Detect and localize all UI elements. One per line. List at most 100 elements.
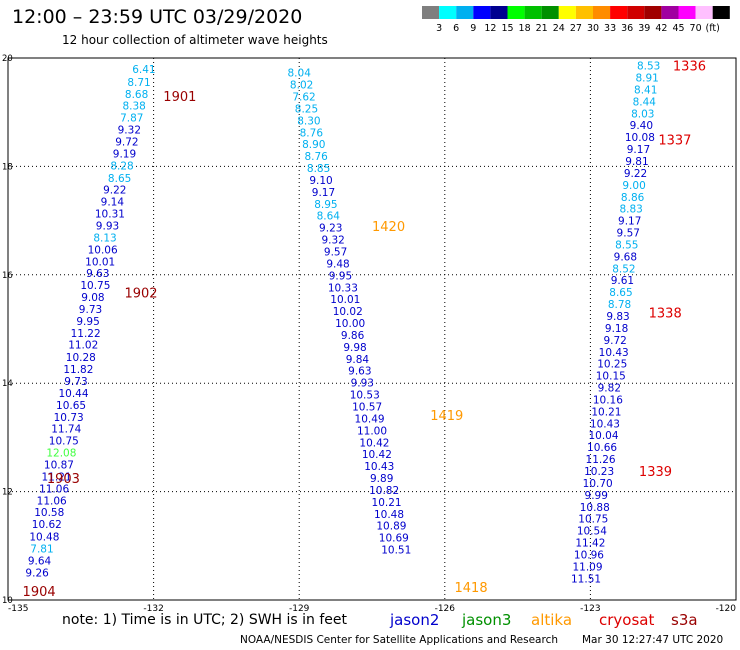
x-tick-label: -120 bbox=[716, 604, 737, 614]
legend-item-altika: altika bbox=[531, 611, 573, 629]
pass-time-label: 1336 bbox=[673, 60, 706, 75]
pass-time-label: 1337 bbox=[658, 133, 691, 148]
wave-height-value: 10.43 bbox=[364, 461, 394, 473]
legend-item-cryosat: cryosat bbox=[599, 611, 655, 629]
wave-height-value: 11.74 bbox=[51, 424, 81, 436]
wave-height-value: 9.32 bbox=[321, 235, 344, 247]
wave-height-value: 10.44 bbox=[58, 388, 88, 400]
wave-height-value: 9.83 bbox=[606, 311, 629, 323]
wave-height-value: 11.22 bbox=[71, 328, 101, 340]
y-tick-label: 20 bbox=[2, 54, 13, 64]
wave-height-value: 8.86 bbox=[621, 192, 645, 204]
wave-height-value: 11.51 bbox=[571, 573, 601, 585]
wave-height-value: 8.65 bbox=[609, 287, 632, 299]
wave-height-value: 10.75 bbox=[49, 436, 79, 448]
wave-height-value: 10.23 bbox=[584, 466, 614, 478]
colorbar-tick-label: 3 bbox=[436, 23, 442, 34]
wave-height-value: 10.96 bbox=[574, 549, 604, 561]
y-tick-label: 10 bbox=[2, 596, 13, 606]
colorbar-swatch bbox=[524, 6, 542, 19]
wave-height-value: 8.02 bbox=[290, 80, 313, 92]
wave-height-value: 9.64 bbox=[28, 555, 52, 567]
wave-height-value: 9.63 bbox=[348, 366, 371, 378]
legend-item-s3a: s3a bbox=[671, 611, 698, 629]
colorbar-tick-label: 21 bbox=[536, 23, 548, 34]
wave-height-value: 9.84 bbox=[346, 354, 370, 366]
wave-height-value: 11.82 bbox=[63, 364, 93, 376]
wave-height-value: 8.83 bbox=[619, 204, 642, 216]
colorbar-tick-label: 24 bbox=[553, 23, 565, 34]
page-title: 12:00 – 23:59 UTC 03/29/2020 bbox=[12, 6, 303, 28]
wave-height-value: 10.08 bbox=[625, 132, 655, 144]
wave-height-value: 8.04 bbox=[288, 68, 312, 80]
wave-height-value: 11.06 bbox=[39, 483, 69, 495]
wave-height-value: 9.00 bbox=[622, 180, 645, 192]
pass-time-label: 1420 bbox=[372, 220, 405, 235]
wave-height-value: 9.95 bbox=[329, 270, 352, 282]
colorbar-tick-label: (ft) bbox=[706, 23, 720, 34]
wave-height-value: 11.09 bbox=[572, 561, 602, 573]
wave-height-value: 8.78 bbox=[608, 299, 631, 311]
wave-height-value: 8.13 bbox=[93, 232, 116, 244]
colorbar: 3 6 9 12 15 18 21 24 27 30 33 36 39 42 45 70 (ft) bbox=[422, 6, 730, 34]
wave-height-value: 8.68 bbox=[125, 89, 148, 101]
wave-height-value: 9.81 bbox=[625, 156, 648, 168]
wave-height-value: 11.42 bbox=[575, 538, 605, 550]
colorbar-swatch bbox=[575, 6, 593, 19]
wave-height-value: 10.51 bbox=[381, 545, 411, 557]
wave-height-value: 10.88 bbox=[580, 502, 610, 514]
colorbar-tick-label: 30 bbox=[587, 23, 599, 34]
colorbar-swatch bbox=[593, 6, 611, 19]
colorbar-tick-label: 27 bbox=[570, 23, 582, 34]
colorbar-tick-label: 39 bbox=[638, 23, 650, 34]
wave-height-value: 9.72 bbox=[115, 136, 138, 148]
wave-height-value: 11.00 bbox=[357, 425, 387, 437]
wave-height-value: 9.57 bbox=[617, 228, 640, 240]
wave-height-value: 10.33 bbox=[328, 282, 358, 294]
wave-height-value: 10.01 bbox=[330, 294, 360, 306]
wave-height-value: 11.26 bbox=[586, 454, 616, 466]
wave-height-value: 10.21 bbox=[372, 497, 402, 509]
wave-height-value: 8.03 bbox=[631, 108, 654, 120]
x-tick-label: -132 bbox=[143, 604, 163, 614]
wave-height-value: 6.41 bbox=[132, 64, 155, 76]
wave-height-value: 8.55 bbox=[615, 239, 638, 251]
wave-height-value: 8.38 bbox=[122, 101, 145, 113]
wave-height-value: 9.99 bbox=[585, 490, 608, 502]
wave-height-value: 10.04 bbox=[588, 430, 618, 442]
wave-height-value: 11.02 bbox=[68, 340, 98, 352]
wave-height-value: 8.64 bbox=[317, 211, 341, 223]
wave-height-value: 8.90 bbox=[302, 139, 325, 151]
wave-height-value: 8.44 bbox=[633, 96, 657, 108]
wave-height-value: 9.08 bbox=[81, 292, 104, 304]
wave-height-value: 9.22 bbox=[624, 168, 647, 180]
wave-height-value: 10.06 bbox=[88, 244, 118, 256]
wave-height-value: 8.95 bbox=[314, 199, 337, 211]
wave-height-value: 9.48 bbox=[326, 258, 349, 270]
wave-height-value: 10.48 bbox=[29, 532, 59, 544]
pass-time-label: 1338 bbox=[649, 307, 682, 322]
y-tick-label: 16 bbox=[2, 271, 13, 281]
pass-time-label: 1904 bbox=[23, 585, 56, 600]
wave-height-value: 9.22 bbox=[103, 185, 126, 197]
wave-height-value: 9.17 bbox=[627, 144, 650, 156]
wave-height-value: 9.72 bbox=[603, 335, 626, 347]
wave-height-value: 9.40 bbox=[630, 120, 653, 132]
wave-height-value: 10.62 bbox=[32, 519, 62, 531]
wave-height-value: 9.86 bbox=[341, 330, 365, 342]
colorbar-tick-label: 6 bbox=[453, 23, 459, 34]
x-tick-label: -135 bbox=[8, 604, 28, 614]
wave-height-value: 8.41 bbox=[634, 84, 657, 96]
wave-height-value: 10.87 bbox=[44, 460, 74, 472]
wave-height-value: 9.95 bbox=[76, 316, 99, 328]
wave-height-value: 10.49 bbox=[355, 413, 385, 425]
wave-height-value: 7.62 bbox=[292, 91, 315, 103]
colorbar-swatch bbox=[490, 6, 508, 19]
colorbar-swatch bbox=[422, 6, 440, 19]
colorbar-swatch bbox=[695, 6, 713, 19]
footer-timestamp: Mar 30 12:27:47 UTC 2020 bbox=[582, 634, 724, 646]
colorbar-swatch bbox=[439, 6, 457, 19]
wave-height-value: 8.28 bbox=[110, 160, 133, 172]
wave-height-value: 9.73 bbox=[79, 304, 102, 316]
